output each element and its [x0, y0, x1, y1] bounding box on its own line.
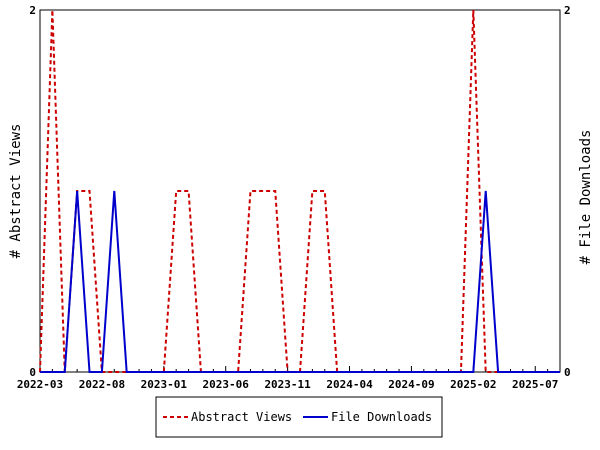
x-tick-label-2024-04: 2024-04	[326, 378, 373, 391]
y-left-tick-label-0: 0	[29, 366, 36, 379]
x-tick-label-2023-01: 2023-01	[141, 378, 188, 391]
y-axis-title-right: # File Downloads	[578, 130, 594, 265]
x-tick-label-2023-06: 2023-06	[203, 378, 250, 391]
legend-box	[155, 396, 443, 438]
x-tick-label-2022-08: 2022-08	[79, 378, 125, 391]
y-right-tick-label-0: 0	[564, 366, 571, 379]
x-tick-label-2025-07: 2025-07	[512, 378, 558, 391]
y-left-tick-label-2: 2	[29, 4, 36, 17]
x-tick-label-2022-03: 2022-03	[17, 378, 63, 391]
series-line-abstract-views	[39, 9, 560, 373]
x-tick-label-2025-02: 2025-02	[450, 378, 496, 391]
legend: Abstract Views File Downloads	[155, 396, 443, 438]
x-tick-label-2023-11: 2023-11	[264, 378, 311, 391]
legend-label-file-downloads: File Downloads	[331, 410, 432, 424]
series-layer	[39, 9, 560, 373]
y-right-tick-label-2: 2	[564, 4, 571, 17]
x-axis-labels: 2022-03 2022-08 2023-01 2023-06 2023-11 2024-…	[17, 378, 559, 391]
y-axis-title-left: # Abstract Views	[8, 124, 24, 259]
x-tick-label-2024-09: 2024-09	[388, 378, 434, 391]
legend-label-abstract-views: Abstract Views	[191, 410, 292, 424]
plot-area	[39, 9, 561, 373]
series-line-file-downloads	[40, 190, 560, 373]
